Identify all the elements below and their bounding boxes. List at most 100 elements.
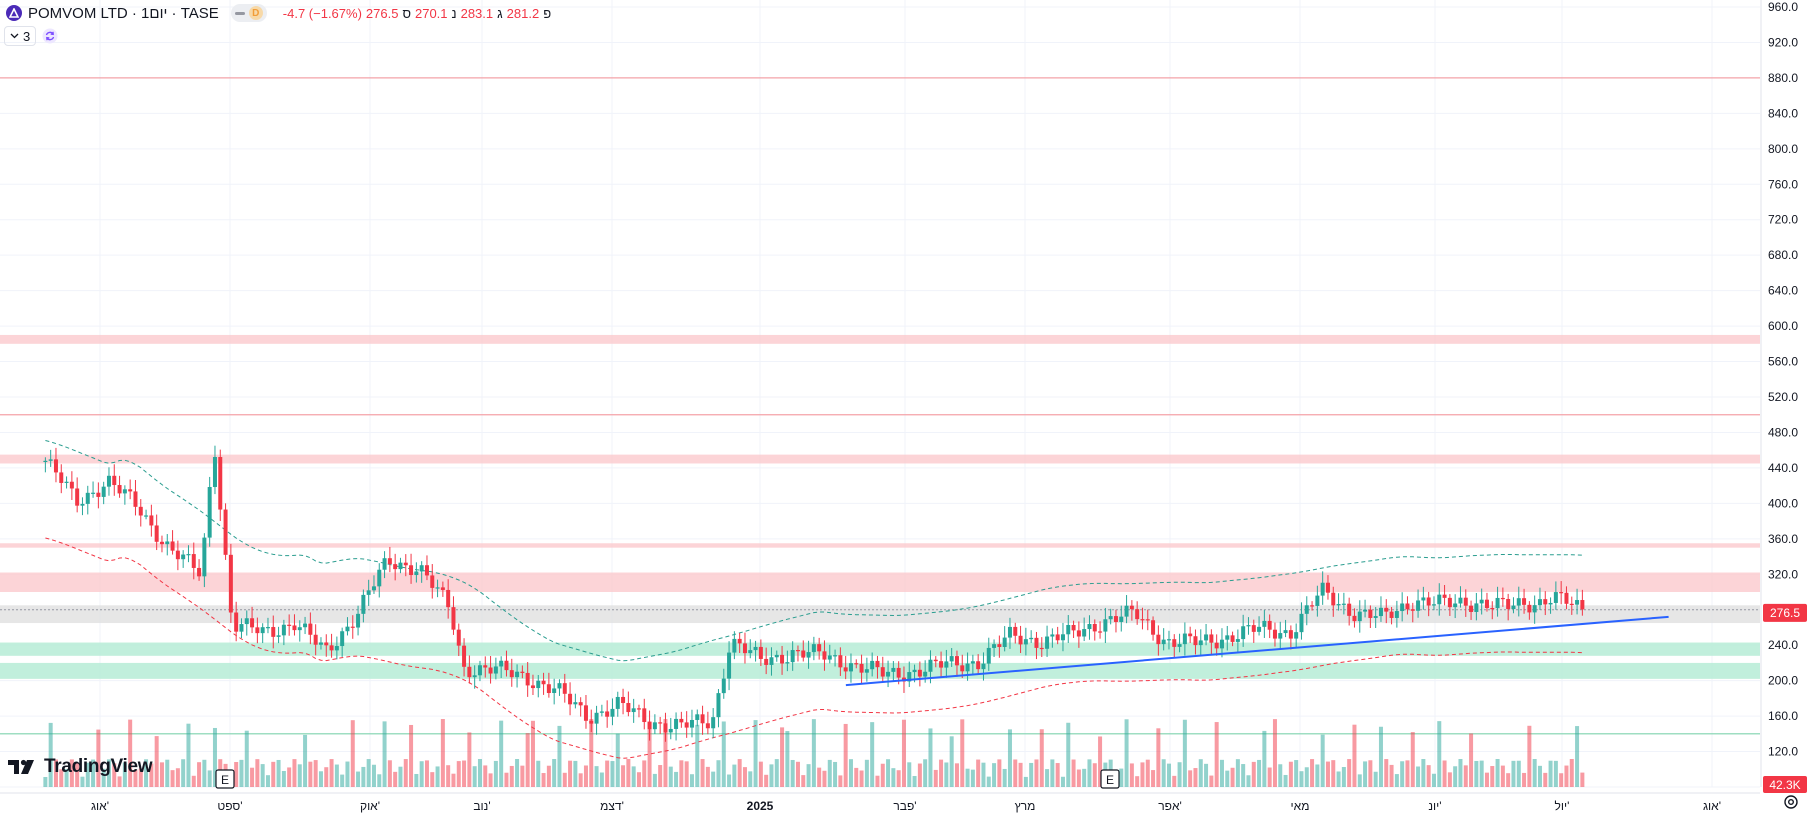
candle-body [1007, 626, 1012, 638]
candle-body [1204, 634, 1209, 641]
volume-bar [1007, 729, 1012, 787]
refresh-icon[interactable] [42, 28, 58, 44]
volume-bar [647, 721, 652, 787]
candle-body [1113, 616, 1118, 622]
volume-bar [933, 769, 938, 787]
volume-bar [546, 765, 551, 787]
candle-body [1495, 597, 1500, 609]
candle-body [1426, 597, 1431, 606]
candle-body [954, 656, 959, 666]
volume-bar [1304, 767, 1309, 787]
volume-bar [446, 765, 451, 787]
volume-bar [144, 759, 149, 787]
volume-bar [1543, 772, 1548, 787]
candle-body [557, 683, 562, 689]
volume-bar [679, 760, 684, 787]
volume-bar [59, 769, 64, 787]
candle-body [361, 594, 366, 614]
volume-bar [1479, 760, 1484, 787]
candle-body [250, 618, 255, 628]
price-tick-label: 640.0 [1768, 284, 1798, 298]
candle-body [387, 558, 392, 565]
candle-body [122, 489, 127, 494]
candle-body [1527, 604, 1532, 613]
volume-bar [493, 760, 498, 787]
time-axis[interactable]: אוג' ספט' אוק' נוב' דצמ' 2025 פבר' מרץ אפר' מאי יו… [0, 792, 1760, 813]
candle-body [329, 645, 334, 651]
volume-bar [1378, 726, 1383, 787]
price-tick-label: 440.0 [1768, 461, 1798, 475]
volume-bar [345, 761, 350, 787]
last-price-label: 276.5 [1770, 606, 1800, 620]
volume-bar [403, 759, 408, 787]
price-axis[interactable]: 960.0 920.0 880.0 840.0 800.0 760.0 720.0 680.0… [1760, 0, 1807, 794]
trendline[interactable] [845, 615, 1669, 687]
volume-bar [1405, 760, 1410, 787]
candle-body [85, 492, 90, 504]
candle-body [711, 717, 716, 729]
candle-body [1050, 634, 1055, 637]
tradingview-logo[interactable]: TradingView [8, 756, 153, 778]
volume-bar [1336, 771, 1341, 787]
price-tick-label: 480.0 [1768, 425, 1798, 439]
candle-body [287, 624, 292, 626]
support-zone [0, 642, 1760, 656]
indicators-collapse-button[interactable]: 3 [4, 26, 37, 46]
candle-body [827, 655, 832, 660]
candle-body [260, 627, 265, 634]
time-tick-label: אוק' [360, 799, 380, 813]
candle-body [764, 658, 769, 665]
candle-body [960, 665, 965, 672]
candle-body [589, 720, 594, 724]
candle-body [440, 587, 445, 590]
candle-body [234, 612, 239, 632]
candle-body [944, 661, 949, 668]
candle-body [1002, 637, 1007, 647]
candle-body [785, 662, 790, 664]
volume-bar [1511, 760, 1516, 787]
volume-bar [1548, 760, 1553, 787]
candle-body [1225, 635, 1230, 640]
candle-body [186, 554, 191, 556]
candle-body [106, 475, 111, 487]
candle-body [212, 456, 217, 488]
candle-body [377, 569, 382, 587]
volume-bar [504, 772, 509, 787]
volume-bar [636, 772, 641, 787]
volume-bar [986, 776, 991, 787]
volume-bar [297, 764, 302, 787]
volume-bar [1257, 759, 1262, 787]
candle-body [446, 589, 451, 608]
volume-bar [1151, 770, 1156, 787]
volume-bar [976, 759, 981, 787]
symbol-logo-icon [6, 5, 22, 21]
volume-bar [880, 763, 885, 787]
volume-bar [91, 759, 96, 787]
interval-status-pill[interactable]: D [230, 4, 267, 22]
candle-body [870, 660, 875, 670]
low-label: נ [451, 5, 457, 21]
candle-body [1506, 598, 1511, 610]
time-tick-label: דצמ' [600, 799, 624, 813]
volume-bar [530, 720, 535, 787]
candle-body [64, 481, 69, 483]
volume-bar [981, 762, 986, 787]
volume-bar [870, 722, 875, 787]
volume-bar [96, 729, 101, 787]
volume-bar [780, 727, 785, 787]
candle-body [1241, 626, 1246, 640]
volume-bar [1262, 730, 1267, 787]
settings-gear-icon[interactable] [1782, 793, 1800, 811]
volume-bar [1580, 772, 1585, 787]
volume-bar [658, 765, 663, 787]
candle-body [652, 722, 657, 730]
candle-body [138, 506, 143, 516]
candle-body [1209, 634, 1214, 643]
volume-bar [1341, 767, 1346, 787]
volume-bar [1537, 765, 1542, 787]
candle-body [992, 644, 997, 648]
price-tick-label: 680.0 [1768, 248, 1798, 262]
symbol-title[interactable]: POMVOM LTD · 1יום · TASE [28, 4, 219, 22]
